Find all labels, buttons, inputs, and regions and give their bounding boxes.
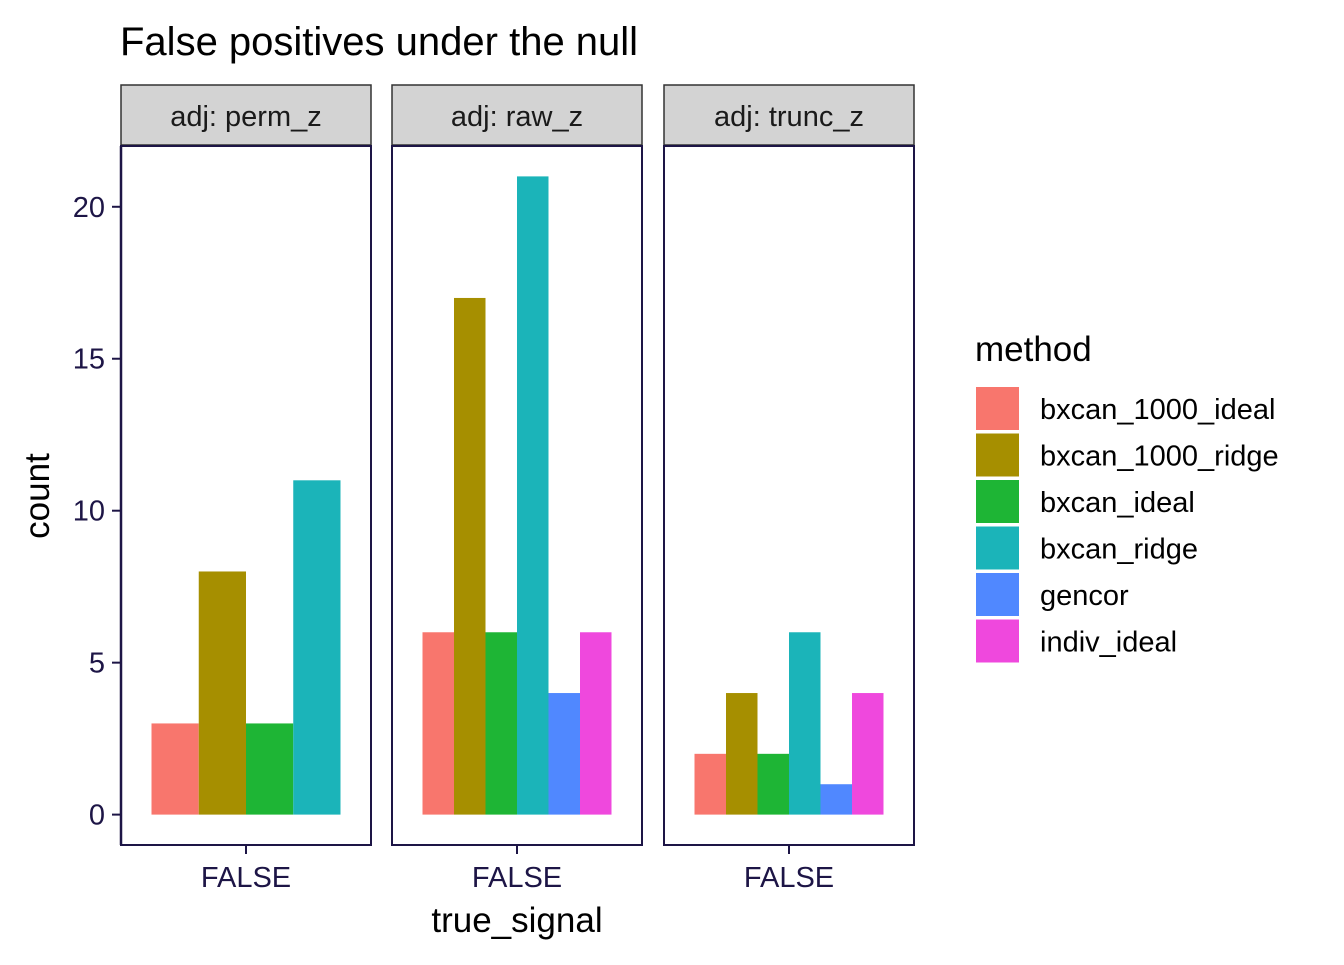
legend-label: bxcan_ideal xyxy=(1040,487,1195,519)
y-tick-label: 15 xyxy=(73,344,105,376)
bar-bxcan_ideal xyxy=(246,723,294,815)
facet-strip xyxy=(663,84,915,146)
bar-indiv_ideal xyxy=(852,693,884,815)
legend-swatch xyxy=(976,526,1019,570)
bar-bxcan_1000_ideal xyxy=(151,723,199,815)
bar-indiv_ideal xyxy=(580,632,612,815)
bar-bxcan_ideal xyxy=(485,632,517,815)
facet-panel-2: adj: raw_z FALSE xyxy=(391,84,643,894)
bar-bxcan_1000_ideal xyxy=(694,753,726,815)
bar-bxcan_ridge xyxy=(517,176,549,815)
bar-gencor xyxy=(820,784,852,815)
legend: method bxcan_1000_ideal bxcan_1000_ridgeb… xyxy=(975,330,1279,663)
facet-strip xyxy=(120,84,372,146)
bar-gencor xyxy=(548,693,580,815)
y-tick-label: 5 xyxy=(89,648,105,680)
legend-label: indiv_ideal xyxy=(1040,627,1177,659)
x-tick-label: FALSE xyxy=(472,862,562,894)
facet-panel-1: adj: perm_z FALSE xyxy=(120,84,372,894)
legend-item-gencor: gencor xyxy=(976,573,1129,616)
legend-title: method xyxy=(975,330,1092,369)
legend-label: bxcan_1000_ridge xyxy=(1040,441,1279,473)
legend-swatch xyxy=(976,387,1019,430)
bar-bxcan_ridge xyxy=(789,632,821,815)
y-tick-label: 0 xyxy=(89,800,105,832)
bar-bxcan_1000_ridge xyxy=(198,571,246,815)
facet-strip-label: adj: trunc_z xyxy=(714,101,864,133)
y-axis-title: count xyxy=(18,453,57,539)
legend-swatch xyxy=(976,573,1019,616)
chart-title: False positives under the null xyxy=(120,20,638,64)
bar-bxcan_ridge xyxy=(293,480,341,815)
legend-item-bxcan_1000_ideal: bxcan_1000_ideal xyxy=(976,387,1275,430)
bar-bxcan_1000_ridge xyxy=(726,693,758,815)
bar-bxcan_1000_ideal xyxy=(422,632,454,815)
legend-item-bxcan_1000_ridge: bxcan_1000_ridge xyxy=(976,433,1279,477)
legend-label: bxcan_1000_ideal xyxy=(1040,394,1275,426)
legend-item-bxcan_ridge: bxcan_ridge xyxy=(976,526,1198,570)
y-axis: 0 5 10 15 20 xyxy=(73,146,123,845)
x-tick-label: FALSE xyxy=(201,862,291,894)
x-axis-title: true_signal xyxy=(431,901,602,940)
legend-swatch xyxy=(976,433,1019,477)
facet-panel-3: adj: trunc_z FALSE xyxy=(663,84,915,894)
facet-strip-label: adj: raw_z xyxy=(451,101,583,133)
y-tick-label: 10 xyxy=(73,496,105,528)
y-tick-label: 20 xyxy=(73,192,105,224)
facet-strip-label: adj: perm_z xyxy=(170,101,322,133)
legend-label: gencor xyxy=(1040,580,1129,612)
legend-swatch xyxy=(976,619,1019,663)
bar-bxcan_ideal xyxy=(757,753,789,815)
x-tick-label: FALSE xyxy=(744,862,834,894)
legend-label: bxcan_ridge xyxy=(1040,534,1198,566)
legend-item-indiv_ideal: indiv_ideal xyxy=(976,619,1177,663)
legend-swatch xyxy=(976,480,1019,523)
legend-item-bxcan_ideal: bxcan_ideal xyxy=(976,480,1195,523)
bar-bxcan_1000_ridge xyxy=(454,297,486,815)
